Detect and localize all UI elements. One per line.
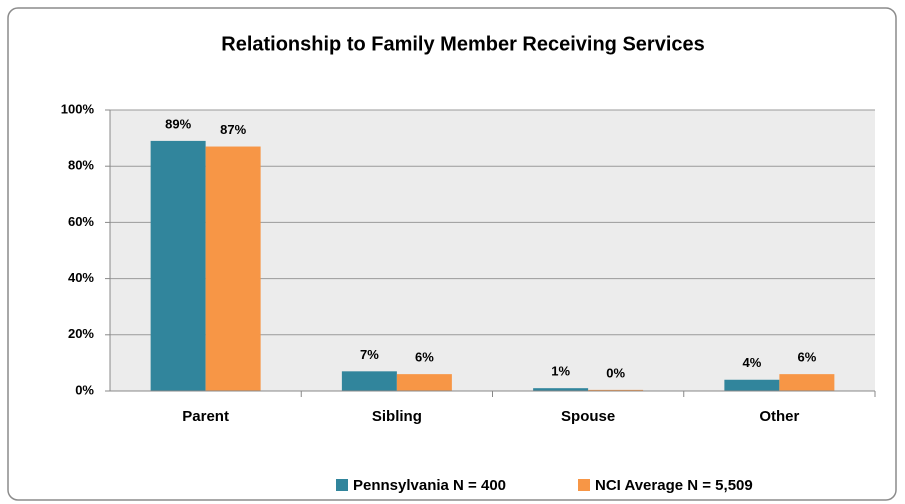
chart-title: Relationship to Family Member Receiving … xyxy=(221,33,705,55)
y-tick-label: 100% xyxy=(61,101,95,116)
value-label: 89% xyxy=(165,116,191,131)
bar xyxy=(150,140,206,391)
bar xyxy=(205,146,261,391)
legend-label: NCI Average N = 5,509 xyxy=(595,477,753,494)
y-tick-label: 20% xyxy=(68,326,94,341)
legend-label: Pennsylvania N = 400 xyxy=(353,477,506,494)
x-tick-label: Sibling xyxy=(372,408,422,425)
bar xyxy=(588,389,644,391)
value-label: 87% xyxy=(220,122,246,137)
y-tick-label: 60% xyxy=(68,214,94,229)
value-label: 6% xyxy=(415,350,434,365)
x-tick-label: Parent xyxy=(182,408,229,425)
bar xyxy=(779,374,835,391)
y-tick-label: 0% xyxy=(75,382,94,397)
value-label: 4% xyxy=(742,355,761,370)
bar xyxy=(533,388,589,391)
y-tick-label: 40% xyxy=(68,270,94,285)
legend-swatch xyxy=(336,479,348,491)
value-label: 7% xyxy=(360,347,379,362)
value-label: 1% xyxy=(551,364,570,379)
value-label: 0% xyxy=(606,365,625,380)
x-tick-label: Other xyxy=(759,408,799,425)
x-tick-label: Spouse xyxy=(561,408,615,425)
value-label: 6% xyxy=(797,350,816,365)
y-tick-label: 80% xyxy=(68,158,94,173)
bar xyxy=(724,379,780,391)
bar xyxy=(341,371,397,391)
legend-swatch xyxy=(578,479,590,491)
bar xyxy=(396,374,452,391)
